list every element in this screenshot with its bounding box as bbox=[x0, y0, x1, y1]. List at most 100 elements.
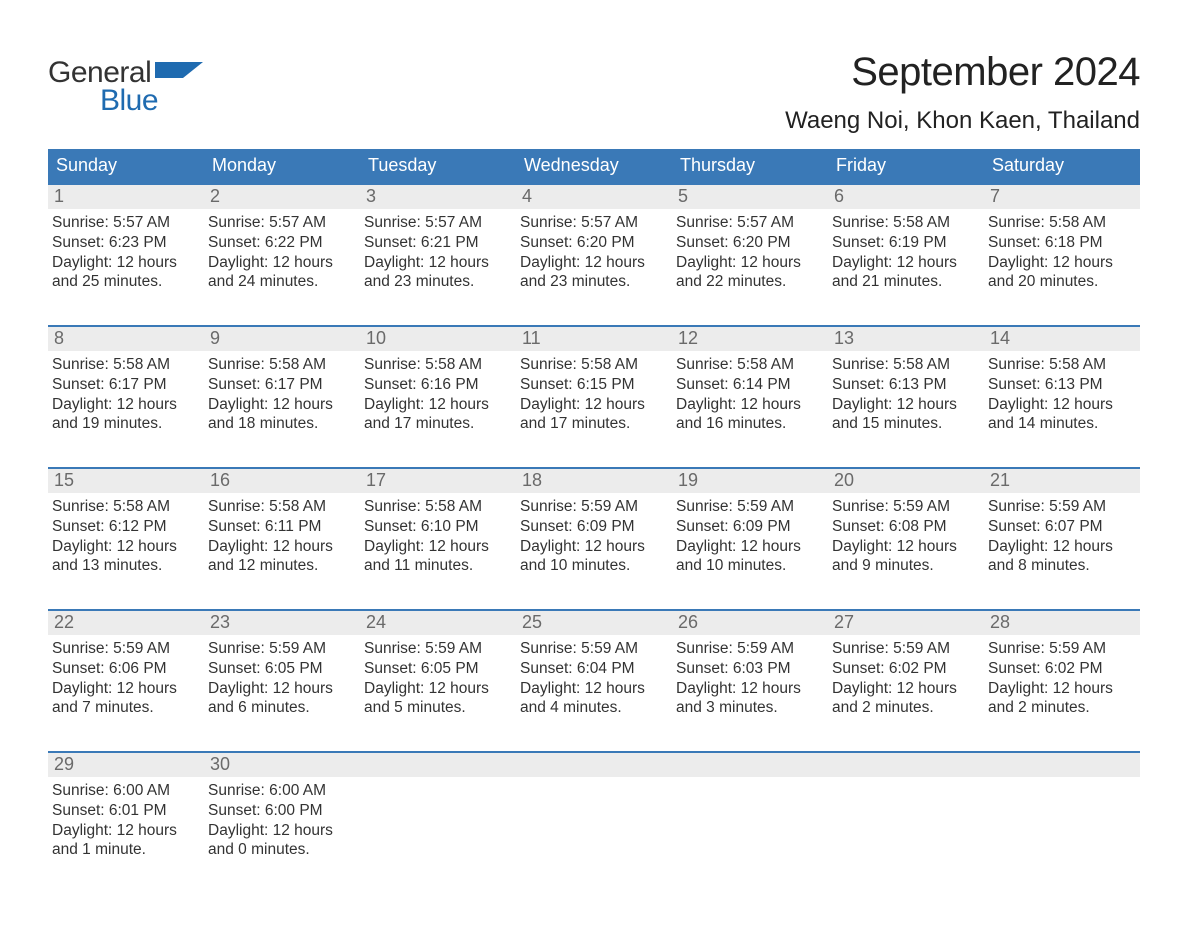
daylight-text: Daylight: 12 hours and 8 minutes. bbox=[988, 537, 1136, 577]
day-number bbox=[360, 753, 516, 777]
daylight-text: Daylight: 12 hours and 0 minutes. bbox=[208, 821, 356, 861]
day-body: Sunrise: 5:57 AMSunset: 6:22 PMDaylight:… bbox=[204, 209, 360, 296]
day-body: Sunrise: 5:58 AMSunset: 6:16 PMDaylight:… bbox=[360, 351, 516, 438]
day-body: Sunrise: 5:59 AMSunset: 6:06 PMDaylight:… bbox=[48, 635, 204, 722]
day-cell: 11Sunrise: 5:58 AMSunset: 6:15 PMDayligh… bbox=[516, 327, 672, 447]
sunset-text: Sunset: 6:17 PM bbox=[52, 375, 200, 395]
day-number: 27 bbox=[828, 611, 984, 635]
sunrise-text: Sunrise: 5:57 AM bbox=[520, 213, 668, 233]
day-cell: 8Sunrise: 5:58 AMSunset: 6:17 PMDaylight… bbox=[48, 327, 204, 447]
day-header: Wednesday bbox=[516, 149, 672, 183]
day-cell: 1Sunrise: 5:57 AMSunset: 6:23 PMDaylight… bbox=[48, 185, 204, 305]
sunset-text: Sunset: 6:08 PM bbox=[832, 517, 980, 537]
week-row: 22Sunrise: 5:59 AMSunset: 6:06 PMDayligh… bbox=[48, 609, 1140, 731]
location-subtitle: Waeng Noi, Khon Kaen, Thailand bbox=[785, 107, 1140, 135]
sunrise-text: Sunrise: 5:58 AM bbox=[676, 355, 824, 375]
day-cell: 27Sunrise: 5:59 AMSunset: 6:02 PMDayligh… bbox=[828, 611, 984, 731]
day-cell: 26Sunrise: 5:59 AMSunset: 6:03 PMDayligh… bbox=[672, 611, 828, 731]
day-body: Sunrise: 5:59 AMSunset: 6:05 PMDaylight:… bbox=[204, 635, 360, 722]
empty-day-cell bbox=[672, 753, 828, 873]
daylight-text: Daylight: 12 hours and 22 minutes. bbox=[676, 253, 824, 293]
sunrise-text: Sunrise: 5:58 AM bbox=[364, 497, 512, 517]
day-number: 13 bbox=[828, 327, 984, 351]
sunset-text: Sunset: 6:22 PM bbox=[208, 233, 356, 253]
sunrise-text: Sunrise: 5:59 AM bbox=[832, 497, 980, 517]
sunset-text: Sunset: 6:13 PM bbox=[832, 375, 980, 395]
day-body: Sunrise: 6:00 AMSunset: 6:00 PMDaylight:… bbox=[204, 777, 360, 864]
day-header: Friday bbox=[828, 149, 984, 183]
daylight-text: Daylight: 12 hours and 15 minutes. bbox=[832, 395, 980, 435]
day-cell: 22Sunrise: 5:59 AMSunset: 6:06 PMDayligh… bbox=[48, 611, 204, 731]
logo-text-bottom: Blue bbox=[100, 84, 203, 118]
day-number: 3 bbox=[360, 185, 516, 209]
day-number: 21 bbox=[984, 469, 1140, 493]
daylight-text: Daylight: 12 hours and 4 minutes. bbox=[520, 679, 668, 719]
day-header: Sunday bbox=[48, 149, 204, 183]
day-number: 22 bbox=[48, 611, 204, 635]
day-body: Sunrise: 6:00 AMSunset: 6:01 PMDaylight:… bbox=[48, 777, 204, 864]
day-cell: 23Sunrise: 5:59 AMSunset: 6:05 PMDayligh… bbox=[204, 611, 360, 731]
week-row: 1Sunrise: 5:57 AMSunset: 6:23 PMDaylight… bbox=[48, 183, 1140, 305]
day-body: Sunrise: 5:58 AMSunset: 6:10 PMDaylight:… bbox=[360, 493, 516, 580]
sunset-text: Sunset: 6:01 PM bbox=[52, 801, 200, 821]
sunrise-text: Sunrise: 5:59 AM bbox=[832, 639, 980, 659]
sunrise-text: Sunrise: 5:58 AM bbox=[988, 213, 1136, 233]
sunset-text: Sunset: 6:18 PM bbox=[988, 233, 1136, 253]
sunset-text: Sunset: 6:06 PM bbox=[52, 659, 200, 679]
day-number: 29 bbox=[48, 753, 204, 777]
day-cell: 6Sunrise: 5:58 AMSunset: 6:19 PMDaylight… bbox=[828, 185, 984, 305]
sunset-text: Sunset: 6:09 PM bbox=[676, 517, 824, 537]
calendar-grid: SundayMondayTuesdayWednesdayThursdayFrid… bbox=[48, 149, 1140, 873]
logo: General Blue bbox=[48, 56, 203, 118]
daylight-text: Daylight: 12 hours and 12 minutes. bbox=[208, 537, 356, 577]
daylight-text: Daylight: 12 hours and 6 minutes. bbox=[208, 679, 356, 719]
sunrise-text: Sunrise: 5:58 AM bbox=[52, 497, 200, 517]
day-body: Sunrise: 5:59 AMSunset: 6:02 PMDaylight:… bbox=[828, 635, 984, 722]
sunset-text: Sunset: 6:02 PM bbox=[988, 659, 1136, 679]
sunrise-text: Sunrise: 5:59 AM bbox=[520, 639, 668, 659]
sunset-text: Sunset: 6:16 PM bbox=[364, 375, 512, 395]
day-cell: 10Sunrise: 5:58 AMSunset: 6:16 PMDayligh… bbox=[360, 327, 516, 447]
sunrise-text: Sunrise: 5:58 AM bbox=[52, 355, 200, 375]
day-number: 26 bbox=[672, 611, 828, 635]
sunrise-text: Sunrise: 5:58 AM bbox=[208, 497, 356, 517]
day-cell: 12Sunrise: 5:58 AMSunset: 6:14 PMDayligh… bbox=[672, 327, 828, 447]
sunrise-text: Sunrise: 5:59 AM bbox=[208, 639, 356, 659]
day-body: Sunrise: 5:57 AMSunset: 6:20 PMDaylight:… bbox=[672, 209, 828, 296]
day-number: 2 bbox=[204, 185, 360, 209]
sunrise-text: Sunrise: 5:59 AM bbox=[676, 639, 824, 659]
sunrise-text: Sunrise: 5:58 AM bbox=[988, 355, 1136, 375]
day-number: 7 bbox=[984, 185, 1140, 209]
day-number bbox=[672, 753, 828, 777]
daylight-text: Daylight: 12 hours and 23 minutes. bbox=[520, 253, 668, 293]
day-cell: 17Sunrise: 5:58 AMSunset: 6:10 PMDayligh… bbox=[360, 469, 516, 589]
sunset-text: Sunset: 6:03 PM bbox=[676, 659, 824, 679]
sunset-text: Sunset: 6:21 PM bbox=[364, 233, 512, 253]
day-number: 20 bbox=[828, 469, 984, 493]
daylight-text: Daylight: 12 hours and 9 minutes. bbox=[832, 537, 980, 577]
day-body: Sunrise: 5:59 AMSunset: 6:05 PMDaylight:… bbox=[360, 635, 516, 722]
sunrise-text: Sunrise: 5:57 AM bbox=[676, 213, 824, 233]
empty-day-cell bbox=[828, 753, 984, 873]
day-body: Sunrise: 5:59 AMSunset: 6:09 PMDaylight:… bbox=[672, 493, 828, 580]
day-number bbox=[516, 753, 672, 777]
sunrise-text: Sunrise: 5:59 AM bbox=[988, 639, 1136, 659]
daylight-text: Daylight: 12 hours and 18 minutes. bbox=[208, 395, 356, 435]
day-body: Sunrise: 5:59 AMSunset: 6:07 PMDaylight:… bbox=[984, 493, 1140, 580]
day-cell: 4Sunrise: 5:57 AMSunset: 6:20 PMDaylight… bbox=[516, 185, 672, 305]
flag-icon bbox=[155, 58, 203, 87]
sunrise-text: Sunrise: 5:58 AM bbox=[364, 355, 512, 375]
daylight-text: Daylight: 12 hours and 24 minutes. bbox=[208, 253, 356, 293]
day-number: 16 bbox=[204, 469, 360, 493]
sunrise-text: Sunrise: 5:57 AM bbox=[208, 213, 356, 233]
day-header: Tuesday bbox=[360, 149, 516, 183]
daylight-text: Daylight: 12 hours and 7 minutes. bbox=[52, 679, 200, 719]
sunrise-text: Sunrise: 5:59 AM bbox=[988, 497, 1136, 517]
day-body: Sunrise: 5:59 AMSunset: 6:02 PMDaylight:… bbox=[984, 635, 1140, 722]
day-body: Sunrise: 5:59 AMSunset: 6:09 PMDaylight:… bbox=[516, 493, 672, 580]
day-body: Sunrise: 5:57 AMSunset: 6:23 PMDaylight:… bbox=[48, 209, 204, 296]
sunset-text: Sunset: 6:12 PM bbox=[52, 517, 200, 537]
day-body: Sunrise: 5:58 AMSunset: 6:15 PMDaylight:… bbox=[516, 351, 672, 438]
daylight-text: Daylight: 12 hours and 10 minutes. bbox=[520, 537, 668, 577]
day-number: 10 bbox=[360, 327, 516, 351]
